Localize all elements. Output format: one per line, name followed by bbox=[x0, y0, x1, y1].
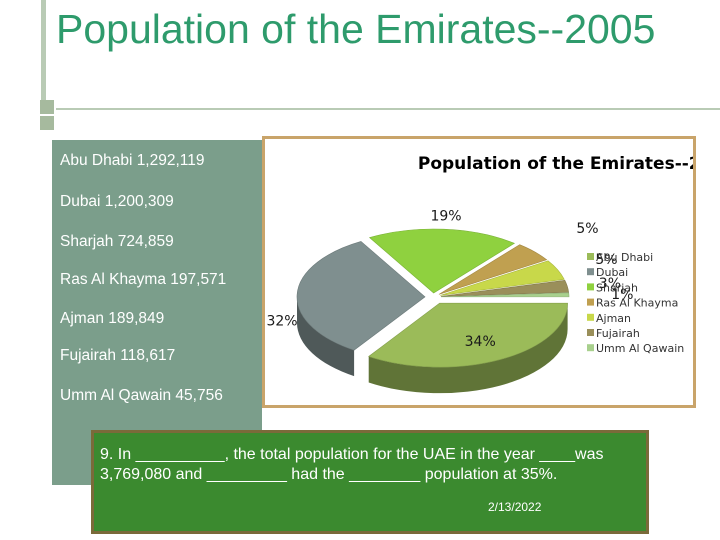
legend-swatch-dubai bbox=[587, 268, 594, 276]
legend-label-umm-al-qawain: Umm Al Qawain bbox=[596, 342, 684, 355]
legend-swatch-umm-al-qawain bbox=[587, 344, 594, 352]
slide-title: Population of the Emirates--2005 bbox=[56, 6, 656, 52]
data-label-ajman: 5% bbox=[595, 252, 617, 268]
chart-title: Population of the Emirates--2005 bbox=[418, 154, 693, 174]
pie-slice-sharjah bbox=[369, 228, 516, 294]
legend-label-sharjah: Sharjah bbox=[596, 281, 638, 294]
pie-slice-fujairah bbox=[440, 279, 569, 297]
pie-data-labels: 34% 32% 19% 5% 5% 3%1% bbox=[266, 208, 633, 350]
legend-swatch-ras-al-khayma bbox=[587, 298, 594, 306]
data-label-fujairah: 3% bbox=[599, 276, 621, 292]
legend-label-fujairah: Fujairah bbox=[596, 327, 640, 340]
legend-label-ajman: Ajman bbox=[596, 312, 631, 325]
chart-frame: Population of the Emirates--2005 34% 32% 1… bbox=[262, 136, 720, 408]
population-umm-al-qawain: Umm Al Qawain 45,756 bbox=[60, 387, 223, 404]
question-text: 9. In __________, the total population f… bbox=[100, 446, 604, 483]
pie-slices bbox=[296, 228, 570, 394]
pie-side-dubai bbox=[297, 296, 355, 377]
title-divider bbox=[56, 108, 720, 110]
pie-slice-ajman bbox=[440, 260, 565, 296]
data-label-umm-al-qawain: 1% bbox=[611, 287, 633, 303]
population-sharjah: Sharjah 724,859 bbox=[60, 233, 174, 250]
decorative-square bbox=[40, 100, 54, 114]
legend-swatch-fujairah bbox=[587, 329, 594, 336]
population-ajman: Ajman 189,849 bbox=[60, 310, 165, 327]
data-label-ras-al-khayma: 5% bbox=[576, 221, 598, 237]
title-accent-bar bbox=[41, 0, 46, 112]
legend-label-dubai: Dubai bbox=[596, 266, 628, 279]
pie-slice-ras-al-khayma bbox=[438, 244, 548, 295]
legend-swatch-abu-dhabi bbox=[587, 253, 594, 260]
question-box: 9. In __________, the total population f… bbox=[91, 430, 649, 534]
data-label-sharjah: 19% bbox=[430, 208, 461, 224]
legend-label-ras-al-khayma: Ras Al Khayma bbox=[596, 297, 678, 310]
population-abu-dhabi: Abu Dhabi 1,292,119 bbox=[60, 152, 205, 169]
data-label-dubai: 32% bbox=[266, 314, 297, 330]
chart-legend: Abu Dhabi Dubai Sharjah Ras Al Khayma Ajman F… bbox=[587, 251, 684, 355]
pie-side-abu-dhabi bbox=[368, 303, 568, 394]
slide-date: 2/13/2022 bbox=[488, 500, 542, 514]
population-fujairah: Fujairah 118,617 bbox=[60, 347, 176, 364]
population-ras-al-khayma: Ras Al Khayma 197,571 bbox=[60, 271, 227, 288]
population-dubai: Dubai 1,200,309 bbox=[60, 193, 174, 210]
pie-slice-dubai bbox=[296, 241, 426, 351]
decorative-square bbox=[40, 116, 54, 130]
pie-slice-umm-al-qawain bbox=[440, 292, 570, 298]
population-panel bbox=[52, 140, 262, 485]
pie-chart: Population of the Emirates--2005 34% 32% 1… bbox=[266, 154, 720, 394]
pie-slice-abu-dhabi bbox=[368, 302, 568, 368]
data-label-abu-dhabi: 34% bbox=[465, 334, 496, 350]
legend-label-abu-dhabi: Abu Dhabi bbox=[596, 251, 653, 264]
legend-swatch-sharjah bbox=[587, 283, 594, 291]
legend-swatch-ajman bbox=[587, 313, 594, 321]
